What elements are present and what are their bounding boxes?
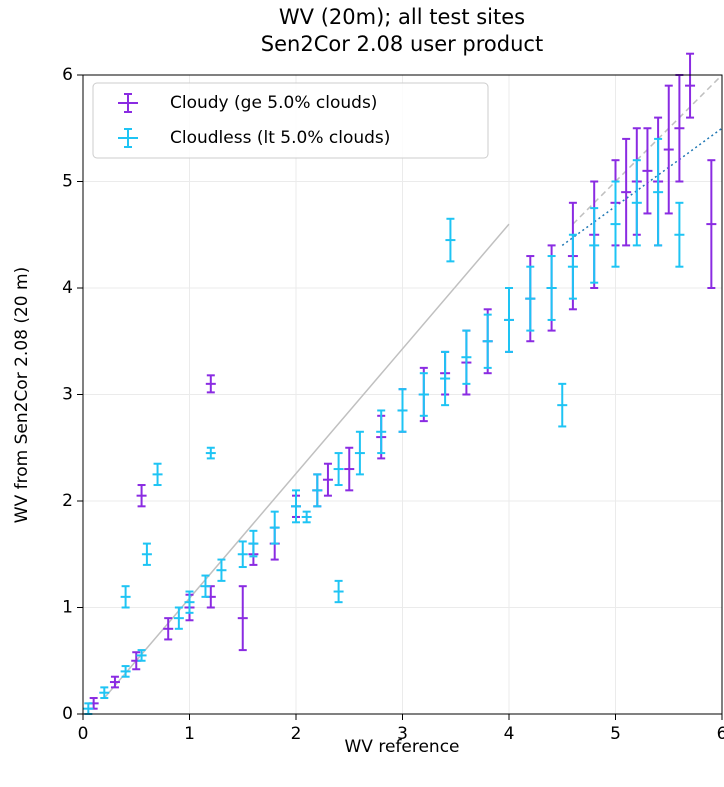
error-point bbox=[674, 201, 685, 268]
chart-title: WV (20m); all test sites bbox=[279, 5, 525, 29]
error-point bbox=[152, 462, 163, 487]
error-point bbox=[482, 313, 493, 369]
error-point bbox=[205, 374, 216, 394]
legend-label: Cloudless (lt 5.0% clouds) bbox=[170, 128, 390, 148]
x-tick-label: 2 bbox=[291, 724, 302, 744]
error-point bbox=[109, 675, 120, 689]
error-point bbox=[642, 127, 653, 215]
error-point bbox=[621, 137, 632, 247]
error-point bbox=[631, 159, 642, 247]
x-axis-label: WV reference bbox=[344, 737, 459, 757]
error-point bbox=[216, 558, 227, 582]
x-tick-label: 4 bbox=[504, 724, 515, 744]
legend-swatch bbox=[118, 93, 138, 113]
error-point bbox=[397, 388, 408, 433]
x-tick-label: 5 bbox=[610, 724, 621, 744]
error-point bbox=[269, 510, 280, 545]
axes: 0 1 2 3 4 5 6 0 1 2 3 4 5 6 bbox=[62, 65, 724, 744]
x-tick-label: 3 bbox=[397, 724, 408, 744]
error-point bbox=[136, 649, 147, 662]
x-tick-label: 0 bbox=[78, 724, 89, 744]
error-point bbox=[333, 579, 344, 604]
error-point bbox=[120, 585, 131, 609]
error-point bbox=[525, 265, 536, 332]
error-point bbox=[376, 409, 387, 455]
error-point bbox=[461, 329, 472, 385]
error-point bbox=[610, 180, 621, 268]
error-point bbox=[301, 510, 312, 524]
error-point bbox=[344, 446, 355, 492]
error-point bbox=[131, 651, 142, 671]
error-point bbox=[418, 372, 429, 417]
error-point bbox=[120, 665, 131, 678]
legend: Cloudy (ge 5.0% clouds) Cloudless (lt 5.… bbox=[92, 82, 489, 159]
error-point bbox=[557, 382, 568, 428]
error-point bbox=[237, 585, 248, 652]
error-point bbox=[173, 606, 184, 630]
error-point bbox=[589, 207, 600, 284]
error-point bbox=[136, 484, 147, 508]
error-point bbox=[354, 430, 365, 476]
error-point bbox=[685, 52, 696, 119]
error-point bbox=[567, 233, 578, 300]
error-point bbox=[546, 255, 557, 321]
legend-box bbox=[92, 82, 489, 159]
y-tick-label: 2 bbox=[62, 491, 73, 511]
error-point bbox=[333, 452, 344, 487]
legend-swatch bbox=[118, 128, 138, 148]
y-tick-label: 3 bbox=[62, 385, 73, 405]
error-point bbox=[312, 473, 323, 508]
chart-subtitle: Sen2Cor 2.08 user product bbox=[261, 32, 543, 56]
error-point bbox=[248, 529, 259, 558]
y-tick-label: 6 bbox=[62, 65, 73, 85]
y-tick-label: 5 bbox=[62, 172, 73, 192]
legend-label: Cloudy (ge 5.0% clouds) bbox=[170, 93, 377, 113]
error-point bbox=[141, 542, 152, 566]
error-point bbox=[184, 590, 195, 614]
reference-line bbox=[103, 223, 510, 699]
y-tick-label: 0 bbox=[62, 704, 73, 724]
error-point bbox=[653, 137, 664, 247]
y-tick-label: 4 bbox=[62, 278, 73, 298]
error-point bbox=[504, 287, 514, 353]
error-point bbox=[706, 159, 717, 289]
x-tick-label: 6 bbox=[717, 724, 724, 744]
y-axis-label: WV from Sen2Cor 2.08 (20 m) bbox=[12, 267, 32, 523]
reference-line bbox=[561, 127, 723, 247]
error-point bbox=[663, 84, 674, 215]
error-point bbox=[322, 462, 333, 497]
error-point bbox=[200, 574, 211, 598]
error-point bbox=[291, 489, 301, 524]
error-point bbox=[83, 702, 94, 715]
plot-area bbox=[83, 52, 723, 715]
error-point bbox=[674, 74, 685, 183]
error-point bbox=[237, 540, 248, 569]
error-point bbox=[445, 217, 456, 263]
error-point bbox=[99, 686, 110, 700]
error-point bbox=[205, 446, 216, 460]
error-point bbox=[163, 617, 174, 641]
x-tick-label: 1 bbox=[184, 724, 195, 744]
error-point bbox=[440, 350, 451, 407]
y-tick-label: 1 bbox=[62, 598, 73, 618]
series bbox=[83, 137, 685, 715]
